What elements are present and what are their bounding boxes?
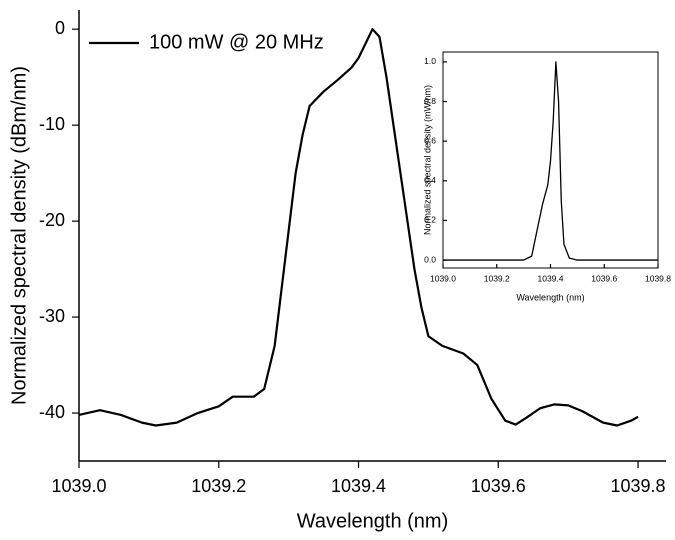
y-tick-label: 0.8 [424, 96, 436, 106]
x-tick-label: 1039.0 [430, 273, 456, 283]
x-tick-label: 1039.8 [611, 476, 666, 496]
x-tick-label: 1039.2 [191, 476, 246, 496]
x-tick-label: 1039.6 [591, 273, 617, 283]
data-line [78, 28, 639, 427]
y-tick-label: -30 [39, 306, 65, 326]
y-tick-label: 0.4 [424, 175, 436, 185]
y-tick-label: -40 [39, 402, 65, 422]
x-tick-label: 1039.4 [331, 476, 386, 496]
data-line [443, 61, 658, 261]
x-tick-label: 1039.6 [471, 476, 526, 496]
y-tick-label: -20 [39, 210, 65, 230]
y-tick-label: 0.6 [424, 135, 436, 145]
x-axis-title: Wavelength (nm) [516, 292, 584, 302]
y-tick-label: 0.2 [424, 215, 436, 225]
x-tick-label: 1039.8 [645, 273, 671, 283]
y-axis-title: Normalized spectral density (mW/nm) [422, 85, 432, 235]
y-tick-label: 1.0 [424, 56, 436, 66]
x-tick-label: 1039.2 [484, 273, 510, 283]
legend-label: 100 mW @ 20 MHz [149, 31, 324, 53]
y-tick-label: 0.0 [424, 254, 436, 264]
y-tick-label: -10 [39, 114, 65, 134]
x-tick-label: 1039.0 [51, 476, 106, 496]
y-axis-title: Normalized spectral density (dBm/nm) [8, 66, 30, 405]
x-tick-label: 1039.4 [538, 273, 564, 283]
y-tick-label: 0 [55, 18, 65, 38]
x-axis-title: Wavelength (nm) [297, 510, 449, 532]
